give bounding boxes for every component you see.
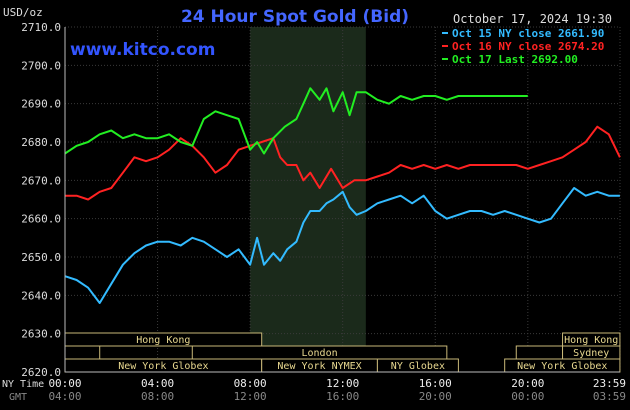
x-tick-label-ny: 12:00	[326, 377, 359, 390]
x-tick-label-gmt: 00:00	[511, 390, 544, 403]
watermark-url: www.kitco.com	[70, 40, 215, 60]
market-session-box	[64, 345, 101, 360]
market-session-label: Hong Kong	[564, 335, 618, 346]
market-session-label: New York Globex	[517, 361, 607, 372]
market-session-label: London	[301, 348, 337, 359]
x-tick-label-gmt: 12:00	[234, 390, 267, 403]
market-session-label: NY Globex	[391, 361, 445, 372]
series-line-3	[64, 87, 528, 155]
x-tick-label-gmt: 04:00	[48, 390, 81, 403]
x-axis-row-label-gmt: GMT	[9, 392, 27, 403]
x-tick-label-gmt: 20:00	[419, 390, 452, 403]
chart-title: 24 Hour Spot Gold (Bid)	[181, 7, 409, 27]
y-tick-label: 2630.0	[21, 328, 61, 341]
series-line-2	[65, 125, 621, 201]
market-session-label: Sydney	[573, 348, 609, 359]
x-tick-label-ny: 16:00	[419, 377, 452, 390]
legend-entry: Oct 16 NY close 2674.20	[452, 40, 604, 53]
x-tick-label-gmt: 16:00	[326, 390, 359, 403]
legend-entry: Oct 15 NY close 2661.90	[452, 27, 604, 40]
x-tick-label-gmt: 03:59	[593, 390, 626, 403]
x-tick-label-ny: 08:00	[234, 377, 267, 390]
y-tick-label: 2710.0	[21, 21, 61, 34]
y-tick-label: 2680.0	[21, 136, 61, 149]
market-session-label: New York NYMEX	[277, 361, 361, 372]
chart-date-label: October 17, 2024 19:30	[453, 12, 612, 26]
x-tick-label-ny: 20:00	[511, 377, 544, 390]
market-session-label: New York Globex	[118, 361, 208, 372]
y-tick-label: 2670.0	[21, 174, 61, 187]
y-tick-label: 2650.0	[21, 251, 61, 264]
x-tick-label-ny: 23:59	[593, 377, 626, 390]
nymex-session-band	[250, 27, 366, 372]
y-tick-label: 2700.0	[21, 59, 61, 72]
x-tick-label-ny: 00:00	[48, 377, 81, 390]
x-axis-row-label-ny: NY Time	[2, 379, 44, 390]
y-tick-label: 2620.0	[21, 366, 61, 379]
market-session-label: Hong Kong	[136, 335, 190, 346]
market-session-box	[515, 345, 564, 360]
y-tick-label: 2690.0	[21, 98, 61, 111]
series-line-1	[64, 187, 620, 304]
y-tick-label: 2660.0	[21, 213, 61, 226]
x-tick-label-gmt: 08:00	[141, 390, 174, 403]
x-tick-label-ny: 04:00	[141, 377, 174, 390]
y-axis-unit-label: USD/oz	[3, 6, 43, 19]
legend-entry: Oct 17 Last 2692.00	[452, 53, 578, 66]
y-tick-label: 2640.0	[21, 289, 61, 302]
